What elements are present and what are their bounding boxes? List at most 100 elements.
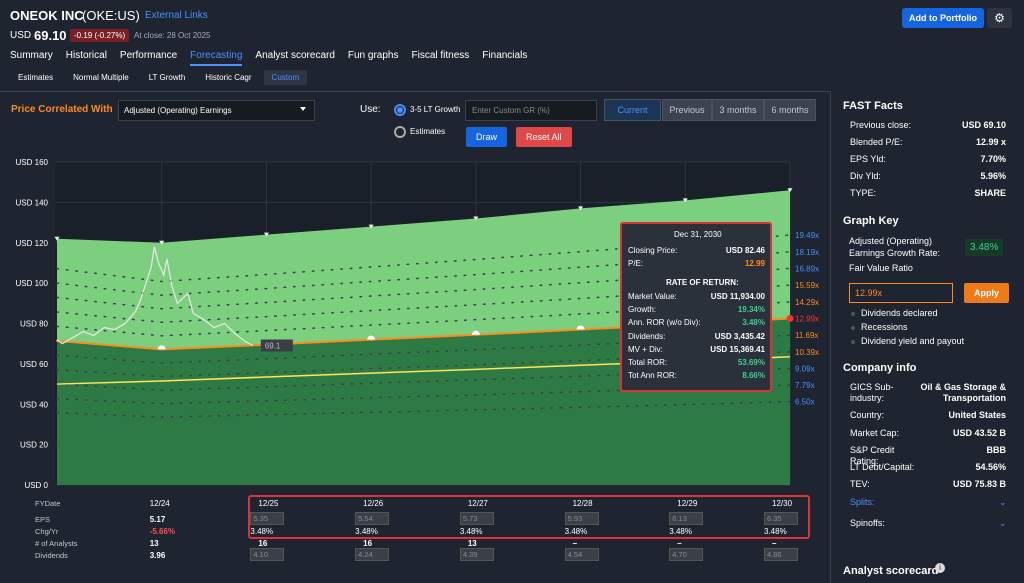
fair-value-endpoint xyxy=(786,314,794,322)
splits[interactable]: Splits: xyxy=(850,497,875,507)
table-input[interactable]: 5.35 xyxy=(250,512,285,525)
growth-label: Adjusted (Operating) Earnings Growth Rat… xyxy=(849,236,941,258)
add-to-portfolio[interactable]: Add to Portfolio xyxy=(902,8,984,28)
price: 69.10 xyxy=(34,28,67,43)
multiple-label: 18.19x xyxy=(795,248,819,257)
price-label: 69.1 xyxy=(265,342,281,351)
table-cell: 13 xyxy=(149,539,159,548)
sub-tab[interactable]: LT Growth xyxy=(148,73,186,82)
multiple-label: 12.99x xyxy=(795,314,819,323)
radio-growth[interactable] xyxy=(394,104,406,116)
period-button[interactable]: Current xyxy=(604,99,661,121)
section-title: Company info xyxy=(843,362,917,374)
price-change: -0.19 (-0.27%) xyxy=(70,29,130,42)
period-button[interactable]: 6 months xyxy=(764,99,816,121)
info-icon: i xyxy=(935,563,945,573)
table-input[interactable]: 6.35 xyxy=(764,512,798,525)
table-input[interactable]: 4.54 xyxy=(564,548,599,561)
table-input[interactable]: 4.39 xyxy=(459,548,494,561)
fair-value-marker xyxy=(157,345,166,350)
multiple-line xyxy=(56,251,791,296)
apply-button[interactable]: Apply xyxy=(964,283,1010,303)
table-input[interactable]: 4.10 xyxy=(250,548,285,561)
y-tick-label: USD 60 xyxy=(20,360,49,369)
fact-label: Div Yld: xyxy=(850,171,881,181)
period-button[interactable]: 3 months xyxy=(712,99,764,121)
info-value: United States xyxy=(948,410,1006,420)
sub-tab[interactable]: Estimates xyxy=(18,73,54,82)
table-cell: 3.48% xyxy=(669,527,692,536)
spinoffs[interactable]: Spinoffs: xyxy=(850,518,885,528)
info-label: TEV: xyxy=(850,479,870,489)
period-button[interactable]: Previous xyxy=(662,99,712,121)
growth-value: 3.48% xyxy=(965,239,1004,256)
sub-tab[interactable]: Historic Cagr xyxy=(205,73,252,82)
row-label: FYDate xyxy=(35,499,61,508)
fair-value-marker xyxy=(367,335,376,340)
table-input[interactable]: 4.86 xyxy=(764,548,798,561)
multiple-label: 15.59x xyxy=(795,281,819,290)
estimates-option[interactable]: Estimates xyxy=(410,127,446,136)
key-option[interactable]: Dividend yield and payout xyxy=(861,336,965,346)
currency: USD xyxy=(10,30,32,41)
table-input[interactable]: 4.24 xyxy=(355,548,390,561)
fy-date: 12/28 xyxy=(572,499,593,508)
radio-estimates[interactable] xyxy=(394,126,406,138)
key-option[interactable]: Recessions xyxy=(861,322,908,332)
tooltip-label: Total ROR: xyxy=(628,358,668,367)
tooltip-value: USD 3,435.42 xyxy=(714,331,765,341)
y-tick-label: USD 40 xyxy=(20,400,49,409)
fy-date: 12/24 xyxy=(149,499,170,508)
area-top-marker xyxy=(263,232,269,237)
option-bullet xyxy=(851,326,855,330)
chevron: ⌄ xyxy=(999,497,1007,507)
draw-button[interactable]: Draw xyxy=(466,127,508,147)
fy-date: 12/27 xyxy=(467,499,488,508)
nav-tab[interactable]: Forecasting xyxy=(190,50,243,66)
sub-tab[interactable]: Normal Multiple xyxy=(73,73,129,82)
reset-button[interactable]: Reset All xyxy=(516,127,572,147)
ratio-label: Fair Value Ratio xyxy=(849,263,913,273)
nav-tab[interactable]: Historical xyxy=(65,50,107,61)
table-input[interactable]: 5.93 xyxy=(564,512,599,525)
nav-tab[interactable]: Summary xyxy=(10,50,53,61)
multiple-label: 10.39x xyxy=(795,348,819,357)
section-title: FAST Facts xyxy=(843,100,903,112)
tooltip-value: USD 11,934.00 xyxy=(710,292,765,301)
ratio-input[interactable]: 12.99x xyxy=(849,283,953,303)
tooltip-date: Dec 31, 2030 xyxy=(674,230,722,239)
y-tick-label: USD 0 xyxy=(24,481,48,490)
info-label: GICS Sub-industry: xyxy=(850,382,894,403)
table-cell: 3.48% xyxy=(250,527,274,536)
table-input[interactable]: 5.73 xyxy=(459,512,494,525)
multiple-label: 6.50x xyxy=(795,398,815,407)
multiple-label: 7.79x xyxy=(795,381,815,390)
key-option[interactable]: Dividends declared xyxy=(861,308,938,318)
nav-tab[interactable]: Analyst scorecard xyxy=(255,50,335,61)
option-bullet xyxy=(851,312,855,316)
company-name: ONEOK INC xyxy=(10,8,84,23)
table-input[interactable]: 5.54 xyxy=(355,512,390,525)
tooltip-label: Ann. ROR (w/o Div): xyxy=(628,318,701,328)
tooltip-value: USD 82.46 xyxy=(725,246,765,255)
table-input[interactable]: 6.13 xyxy=(669,512,704,525)
growth-option[interactable]: 3-5 LT Growth xyxy=(410,105,461,114)
nav-tab[interactable]: Financials xyxy=(482,50,528,61)
metric-select[interactable]: Adjusted (Operating) Earnings xyxy=(118,100,315,121)
area-top-marker xyxy=(682,198,688,203)
settings-button[interactable]: ⚙ xyxy=(987,8,1012,28)
custom-growth-input[interactable]: Enter Custom GR (%) xyxy=(465,100,597,121)
row-label: Dividends xyxy=(35,551,68,560)
tooltip-value: 3.48% xyxy=(742,318,765,328)
area-top-marker xyxy=(368,224,374,229)
fy-date: 12/30 xyxy=(772,499,793,508)
table-input[interactable]: 4.70 xyxy=(669,548,704,561)
tooltip-label: MV + Div: xyxy=(628,344,663,354)
table-cell: 3.48% xyxy=(764,527,787,536)
nav-tab[interactable]: Fun graphs xyxy=(347,50,399,61)
sub-tab[interactable]: Custom xyxy=(263,70,308,85)
nav-tab[interactable]: Performance xyxy=(119,50,178,61)
nav-tab[interactable]: Fiscal fitness xyxy=(411,50,470,61)
external-links[interactable]: External Links xyxy=(145,10,208,21)
